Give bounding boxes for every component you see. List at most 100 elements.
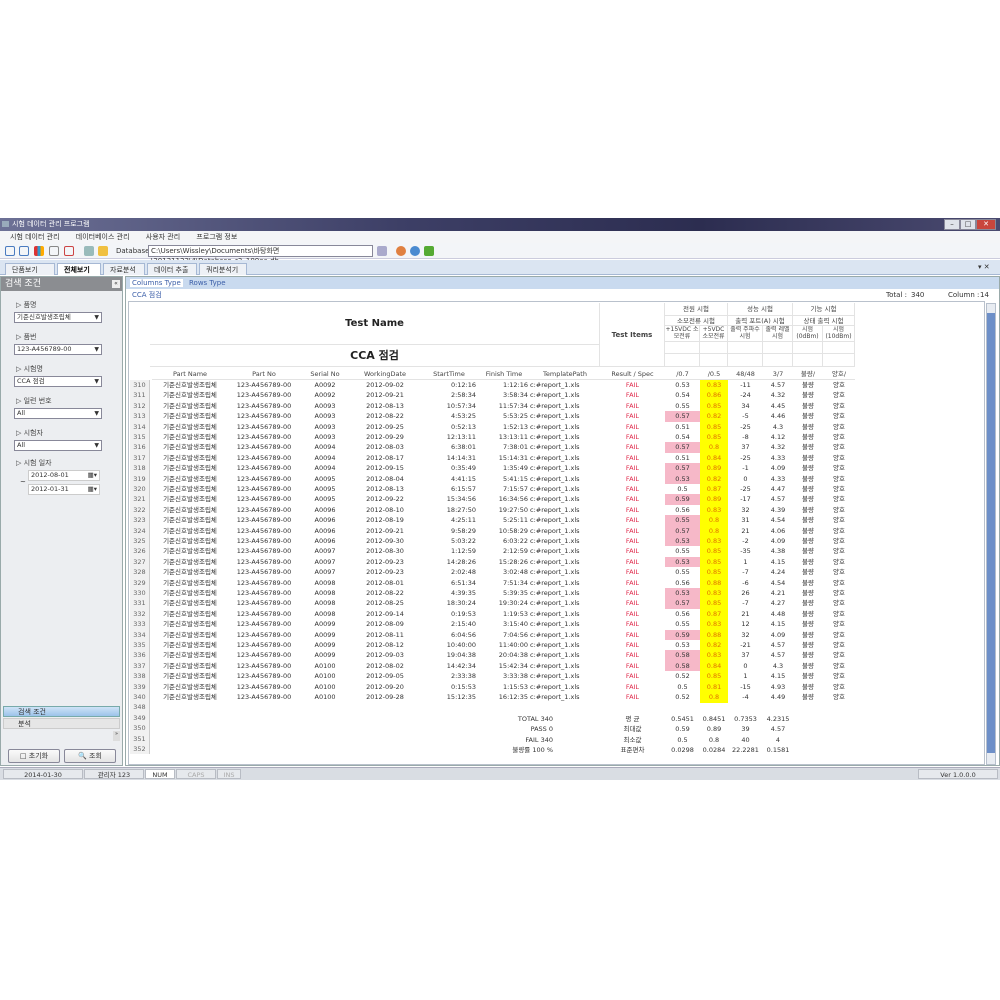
cell-3-7: 4.33: [770, 453, 786, 462]
user-icon[interactable]: [396, 246, 406, 256]
row-number[interactable]: 312: [130, 400, 150, 412]
row-number[interactable]: 314: [130, 421, 150, 432]
field-select-1[interactable]: 123-A456789-00 ▼: [14, 344, 102, 355]
row-number[interactable]: 329: [130, 577, 150, 588]
row-number[interactable]: 348: [130, 702, 150, 713]
minimize-button[interactable]: –: [944, 219, 960, 230]
cell-starttime: 12:13:11: [446, 433, 476, 441]
scrollbar-thumb[interactable]: [987, 313, 995, 753]
window-icon[interactable]: [64, 246, 74, 256]
tab-3[interactable]: 데이터 추출: [147, 263, 197, 275]
row-number[interactable]: 315: [130, 432, 150, 443]
row-number[interactable]: 319: [130, 473, 150, 484]
tab-menu-chevron-icon[interactable]: ▾ ✕: [978, 263, 990, 271]
row-number[interactable]: 332: [130, 608, 150, 620]
summary-value: 4: [775, 735, 781, 744]
row-number[interactable]: 351: [130, 733, 150, 744]
cell-3-7: 4.45: [770, 401, 786, 410]
chevron-down-icon[interactable]: ▼: [94, 442, 99, 449]
cell-0-7: 0.53: [675, 641, 690, 649]
search-button[interactable]: 🔍 조회: [64, 749, 116, 763]
row-number[interactable]: 327: [130, 556, 150, 568]
tab-1[interactable]: 전체보기: [57, 263, 101, 275]
cell-finish-time: 15:14:31: [498, 453, 528, 462]
row-number[interactable]: 313: [130, 411, 150, 422]
expand-nav-icon[interactable]: »: [113, 731, 120, 741]
row-number[interactable]: 330: [130, 588, 150, 599]
cell-0-7: 0.52: [675, 672, 690, 681]
nav-analysis[interactable]: 분석: [3, 718, 120, 729]
cell-: 양호: [833, 651, 845, 660]
tab-4[interactable]: 쿼리분석기: [199, 263, 247, 275]
row-number[interactable]: 322: [130, 504, 150, 516]
tab-2[interactable]: 자료분석: [103, 263, 145, 275]
row-number[interactable]: 335: [130, 640, 150, 651]
row-number[interactable]: 326: [130, 546, 150, 557]
row-number[interactable]: 321: [130, 494, 150, 505]
layout-icon[interactable]: [5, 246, 15, 256]
row-number[interactable]: 334: [130, 629, 150, 640]
row-number[interactable]: 336: [130, 650, 150, 661]
field-select-3[interactable]: All ▼: [14, 408, 102, 419]
date-from-picker[interactable]: 2012-08-01 ▦▾: [28, 470, 100, 481]
field-select-0[interactable]: 기준신호발생조립체 ▼: [14, 312, 102, 323]
close-button[interactable]: ✕: [976, 219, 996, 230]
row-number[interactable]: 317: [130, 452, 150, 464]
cell-3-7: 4.32: [770, 443, 786, 452]
row-number[interactable]: 325: [130, 536, 150, 547]
chevron-down-icon[interactable]: ▼: [94, 346, 99, 353]
cell-serial-no: A0099: [314, 630, 336, 639]
row-number[interactable]: 323: [130, 515, 150, 526]
settings-icon[interactable]: [410, 246, 420, 256]
excel-icon[interactable]: [424, 246, 434, 256]
nav-search-conditions[interactable]: 검색 조건: [3, 706, 120, 717]
row-number[interactable]: 331: [130, 598, 150, 609]
row-number[interactable]: 333: [130, 619, 150, 630]
cell-0-5: 0.83: [700, 380, 728, 391]
cell-workingdate: 2012-09-15: [366, 464, 404, 473]
row-number[interactable]: 350: [130, 723, 150, 734]
menu-test-data[interactable]: 시험 데이터 관리: [10, 233, 60, 241]
document-icon[interactable]: [49, 246, 59, 256]
reset-button[interactable]: □ 초기화: [8, 749, 60, 763]
export-icon[interactable]: [84, 246, 94, 256]
field-value: All: [17, 441, 26, 449]
tab-columns-type[interactable]: Columns Type: [130, 279, 183, 287]
menu-database[interactable]: 데이터베이스 관리: [75, 233, 130, 241]
chevron-down-icon[interactable]: ▼: [94, 314, 99, 321]
row-number[interactable]: 337: [130, 660, 150, 672]
row-number[interactable]: 328: [130, 567, 150, 578]
field-select-2[interactable]: CCA 점검 ▼: [14, 376, 102, 387]
grid-icon[interactable]: [19, 246, 29, 256]
menu-users[interactable]: 사용자 관리: [145, 233, 181, 241]
calendar-icon[interactable]: ▦▾: [87, 485, 97, 493]
database-path-field[interactable]: C:\Users\Wissley\Documents\바탕화면\20121123…: [148, 245, 373, 265]
row-number[interactable]: 310: [130, 380, 150, 391]
row-number[interactable]: 318: [130, 463, 150, 474]
menu-about[interactable]: 프로그램 정보: [196, 233, 238, 241]
row-number[interactable]: 324: [130, 525, 150, 536]
date-to-picker[interactable]: 2012-01-31 ▦▾: [28, 484, 100, 495]
edit-icon[interactable]: [98, 246, 108, 256]
browse-icon[interactable]: [377, 246, 387, 256]
field-select-4[interactable]: All ▼: [14, 440, 102, 451]
status-user: 관리자 123: [84, 769, 144, 779]
tab-rows-type[interactable]: Rows Type: [189, 279, 226, 287]
maximize-button[interactable]: □: [960, 219, 976, 230]
row-number[interactable]: 316: [130, 442, 150, 453]
tab-0[interactable]: 단품보기: [5, 263, 55, 275]
chevron-down-icon[interactable]: ▼: [94, 410, 99, 417]
row-number[interactable]: 339: [130, 681, 150, 692]
chevron-down-icon[interactable]: ▼: [94, 378, 99, 385]
row-number[interactable]: 349: [130, 712, 150, 724]
row-number[interactable]: 311: [130, 390, 150, 401]
row-number[interactable]: 320: [130, 484, 150, 495]
status-num: NUM: [145, 769, 175, 779]
collapse-panel-icon[interactable]: «: [112, 280, 120, 288]
chart-icon[interactable]: [34, 246, 44, 256]
row-number[interactable]: 340: [130, 692, 150, 703]
row-number[interactable]: 338: [130, 671, 150, 682]
cell-part-no: 123-A456789-00: [236, 464, 292, 473]
calendar-icon[interactable]: ▦▾: [87, 471, 97, 479]
row-number[interactable]: 352: [130, 744, 150, 755]
